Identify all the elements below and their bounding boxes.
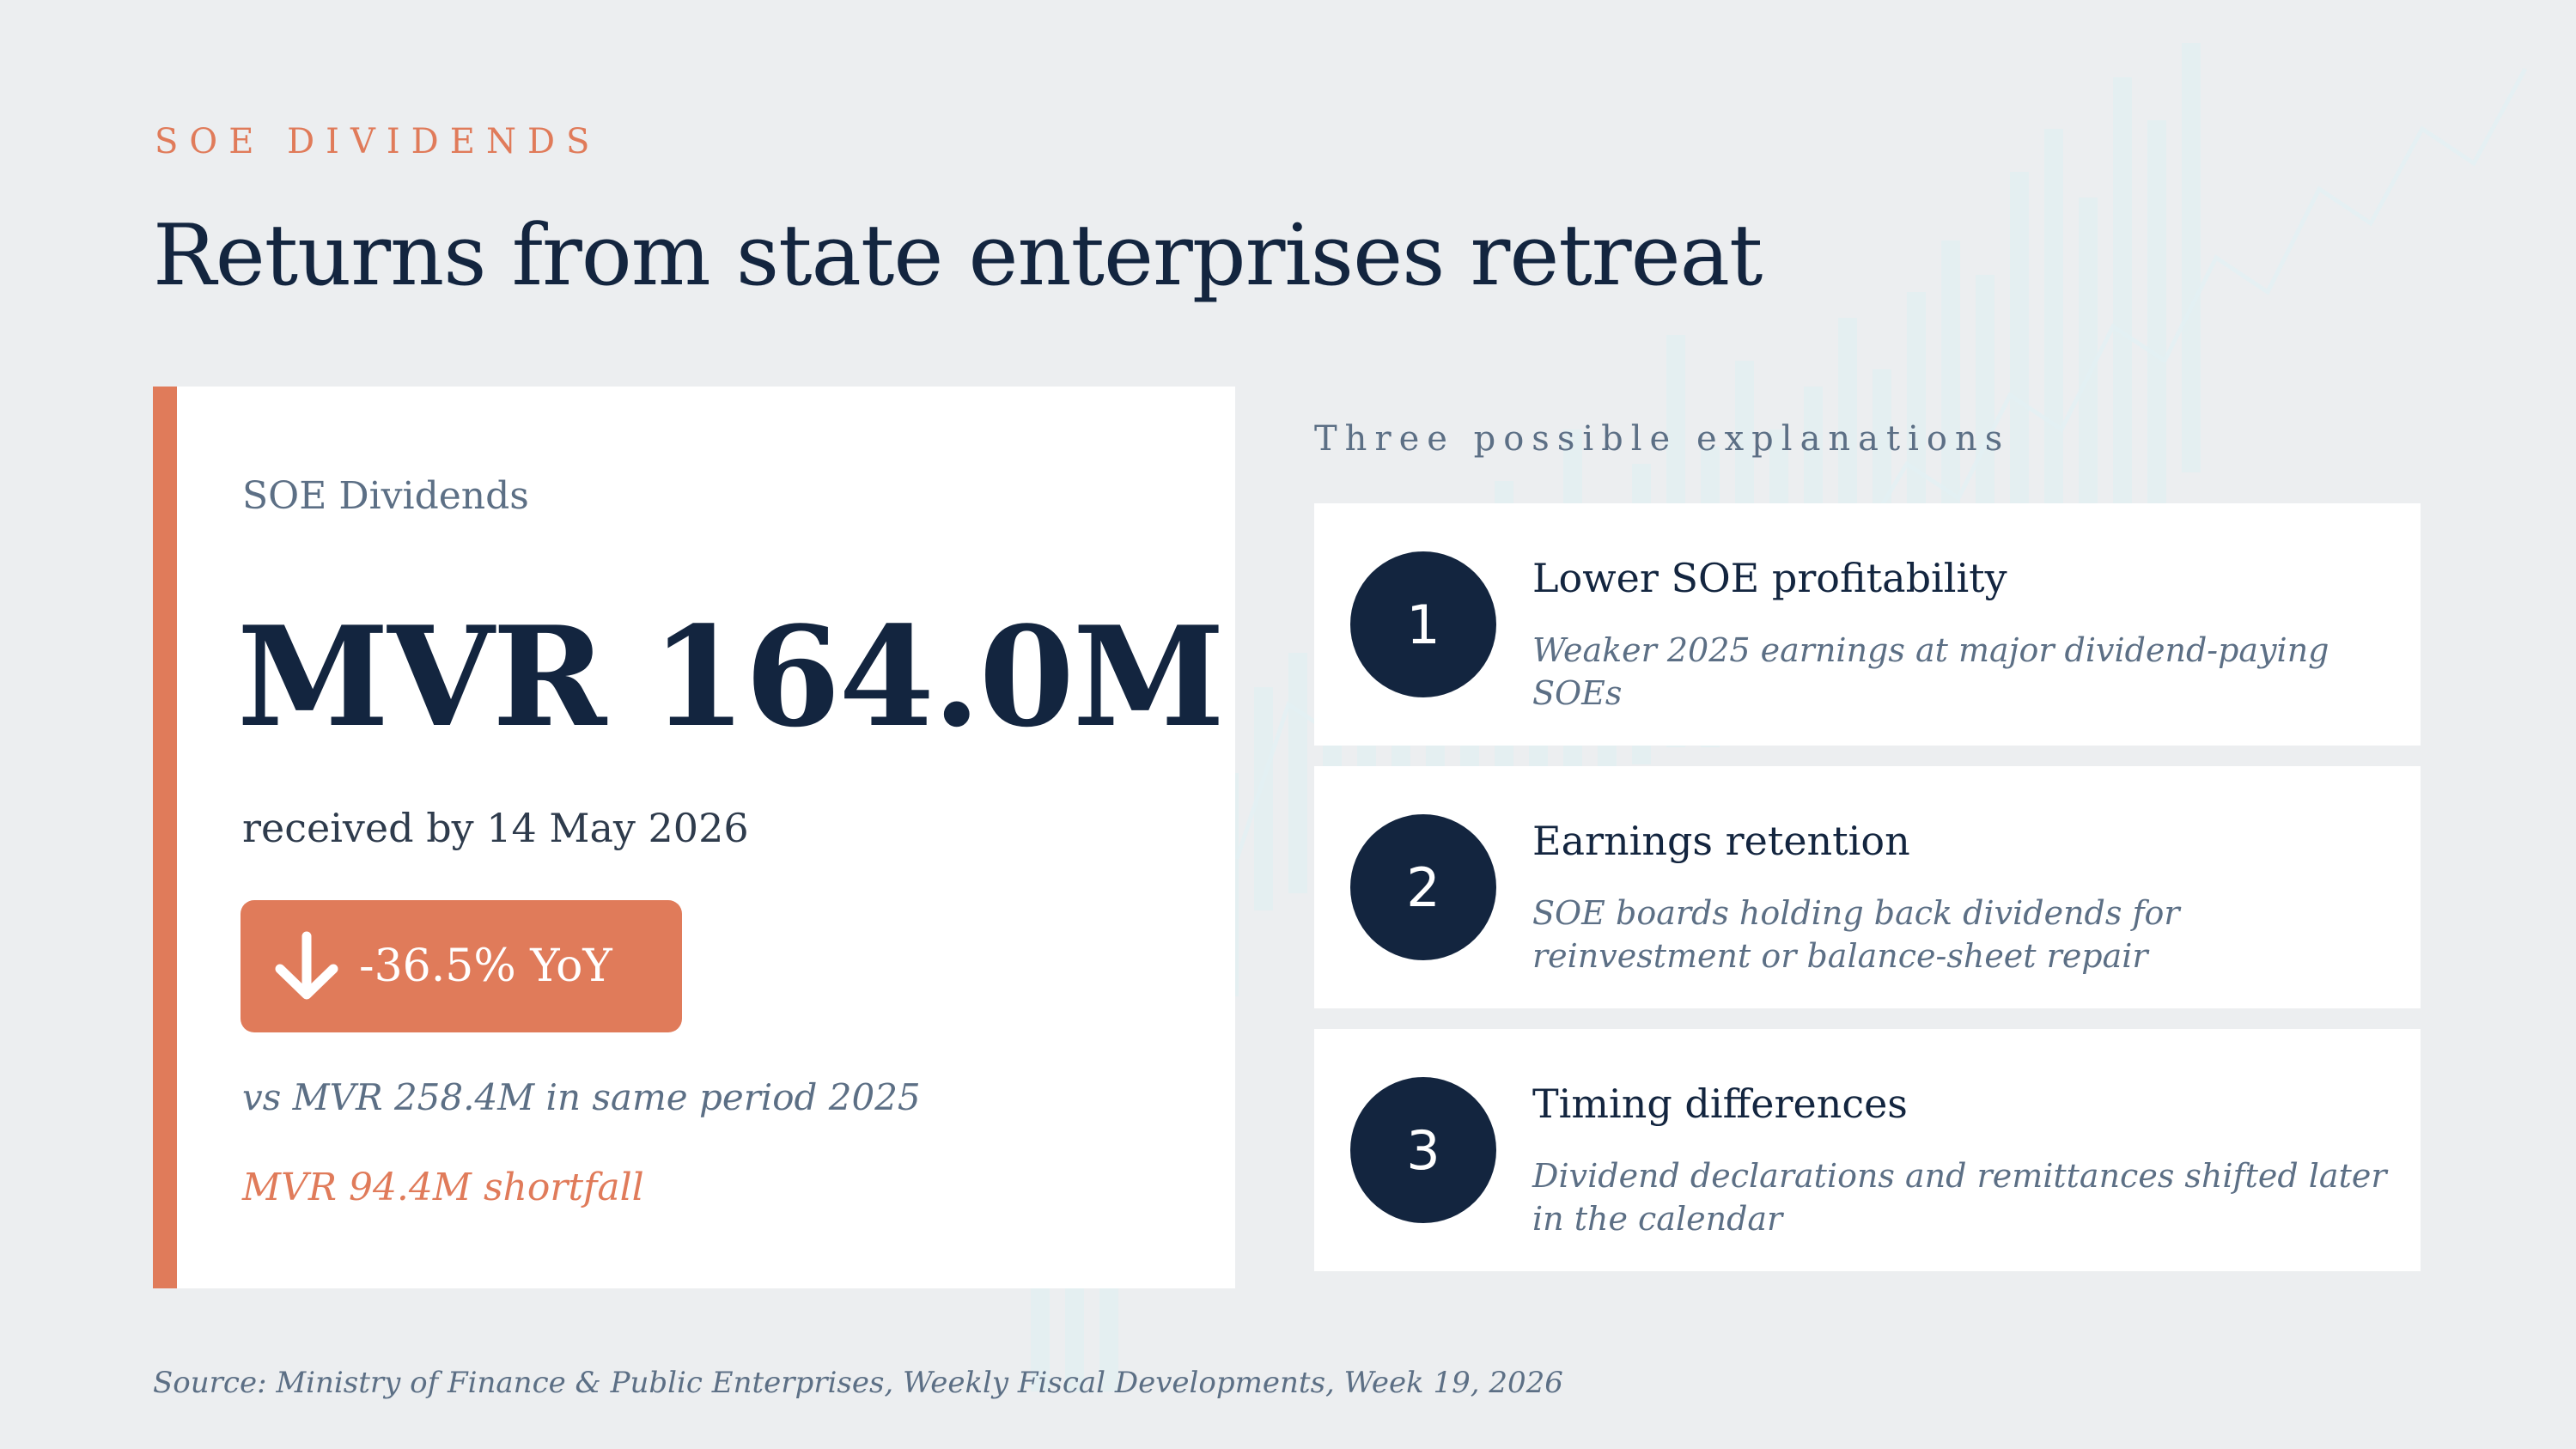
arrow-down-icon: [275, 931, 338, 1000]
comparison-text: vs MVR 258.4M in same period 2025: [242, 1076, 921, 1118]
section-kicker: SOE DIVIDENDS: [155, 122, 601, 161]
kpi-label: SOE Dividends: [242, 474, 529, 518]
explanation-description: SOE boards holding back dividends for re…: [1532, 894, 2180, 975]
page-title: Returns from state enterprises retreat: [153, 207, 1763, 305]
change-badge: -36.5% YoY: [241, 900, 682, 1032]
kpi-date: received by 14 May 2026: [242, 805, 749, 851]
shortfall-text: MVR 94.4M shortfall: [242, 1166, 644, 1209]
change-text: -36.5% YoY: [359, 941, 612, 992]
explanations-heading: Three possible explanations: [1314, 419, 2011, 459]
explanation-number-badge: 2: [1350, 814, 1496, 960]
explanation-description: Weaker 2025 earnings at major dividend-p…: [1532, 631, 2329, 712]
explanation-title: Timing differences: [1532, 1081, 1908, 1127]
explanation-description: Dividend declarations and remittances sh…: [1532, 1157, 2387, 1238]
explanation-card: 1 Lower SOE profitability Weaker 2025 ea…: [1314, 503, 2421, 746]
explanation-title: Earnings retention: [1532, 818, 1910, 864]
source-note: Source: Ministry of Finance & Public Ent…: [153, 1366, 1563, 1400]
explanation-number-badge: 1: [1350, 551, 1496, 697]
kpi-value: MVR 164.0M: [237, 596, 1225, 758]
explanation-title: Lower SOE profitability: [1532, 555, 2007, 601]
explanation-number-badge: 3: [1350, 1077, 1496, 1223]
kpi-card: SOE Dividends MVR 164.0M received by 14 …: [153, 387, 1235, 1288]
explanation-card: 2 Earnings retention SOE boards holding …: [1314, 766, 2421, 1008]
explanation-card: 3 Timing differences Dividend declaratio…: [1314, 1029, 2421, 1271]
